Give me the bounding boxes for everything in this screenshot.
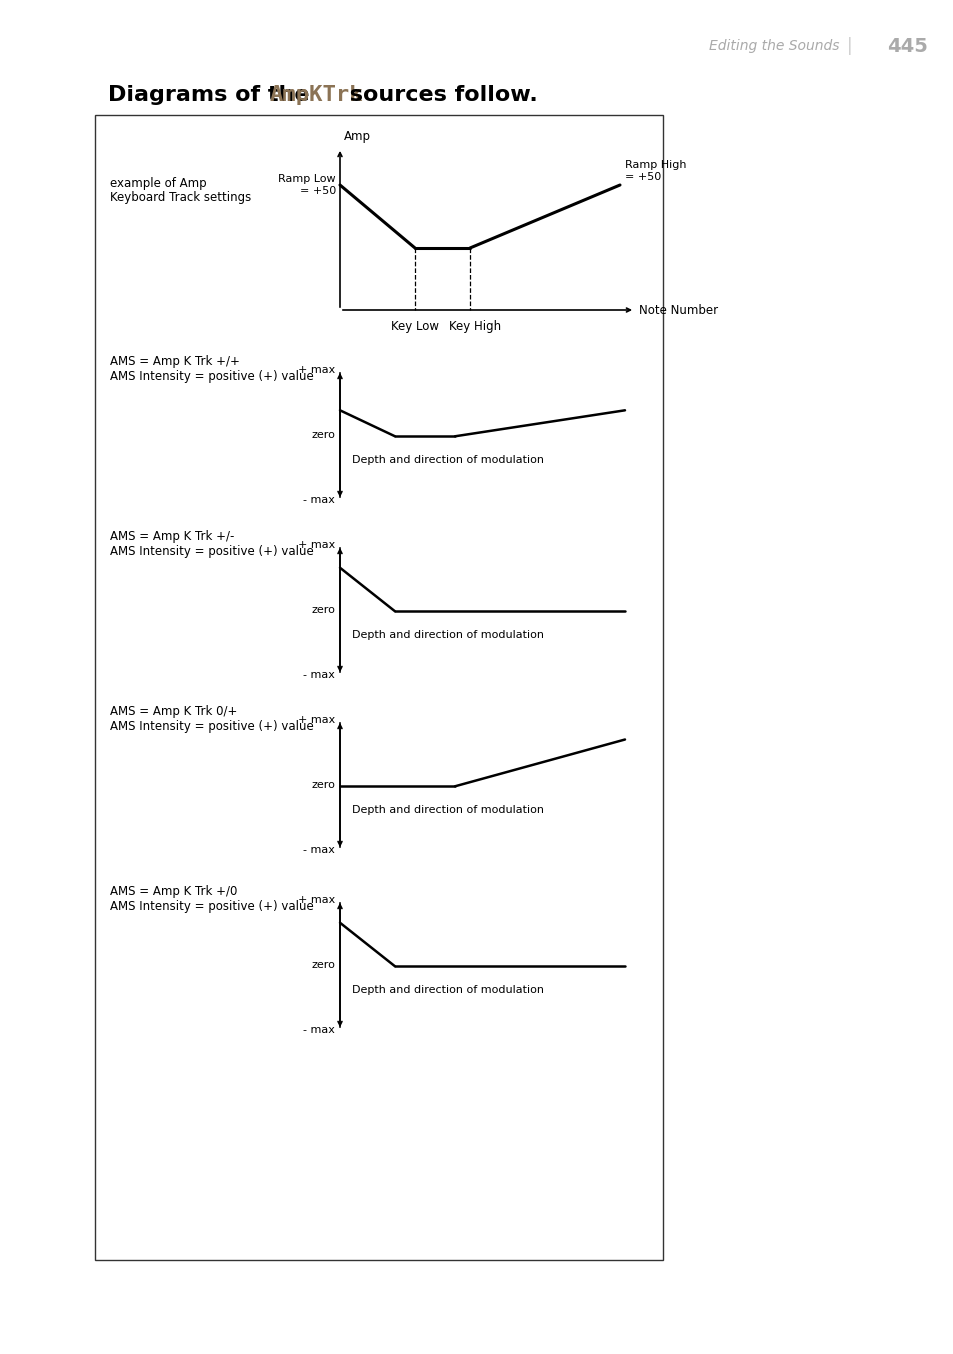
Text: zero: zero: [311, 431, 335, 440]
Text: Diagrams of the: Diagrams of the: [108, 85, 317, 106]
Text: Note Number: Note Number: [639, 303, 718, 317]
Text: + max: + max: [297, 540, 335, 550]
Text: AMS = Amp K Trk +/+: AMS = Amp K Trk +/+: [110, 355, 239, 368]
Text: zero: zero: [311, 605, 335, 615]
Text: - max: - max: [303, 1025, 335, 1034]
Text: zero: zero: [311, 780, 335, 789]
Text: Depth and direction of modulation: Depth and direction of modulation: [352, 984, 543, 995]
Text: - max: - max: [303, 670, 335, 680]
Text: Depth and direction of modulation: Depth and direction of modulation: [352, 806, 543, 815]
Text: AMS = Amp K Trk +/-: AMS = Amp K Trk +/-: [110, 529, 234, 543]
Text: AMS Intensity = positive (+) value: AMS Intensity = positive (+) value: [110, 370, 314, 383]
Bar: [95, 115, 662, 1261]
Text: Amp: Amp: [344, 130, 371, 144]
Text: Editing the Sounds: Editing the Sounds: [709, 39, 840, 53]
Text: Keyboard Track settings: Keyboard Track settings: [110, 191, 251, 203]
Text: Key Low: Key Low: [391, 320, 438, 333]
Text: AMS = Amp K Trk +/0: AMS = Amp K Trk +/0: [110, 886, 237, 898]
Text: |: |: [846, 37, 852, 56]
Text: zero: zero: [311, 960, 335, 969]
Text: AMS = Amp K Trk 0/+: AMS = Amp K Trk 0/+: [110, 705, 237, 718]
Text: Ramp High
= +50: Ramp High = +50: [624, 160, 686, 183]
Text: example of Amp: example of Amp: [110, 176, 207, 190]
Text: Ramp Low
= +50: Ramp Low = +50: [278, 173, 335, 196]
Text: AMS Intensity = positive (+) value: AMS Intensity = positive (+) value: [110, 900, 314, 913]
Text: AmpKTrk: AmpKTrk: [270, 85, 363, 106]
Text: 445: 445: [886, 37, 927, 56]
Text: Depth and direction of modulation: Depth and direction of modulation: [352, 630, 543, 640]
Text: + max: + max: [297, 715, 335, 724]
Text: + max: + max: [297, 366, 335, 375]
Text: AMS Intensity = positive (+) value: AMS Intensity = positive (+) value: [110, 546, 314, 558]
Text: Depth and direction of modulation: Depth and direction of modulation: [352, 455, 543, 464]
Text: Key High: Key High: [449, 320, 500, 333]
Text: - max: - max: [303, 845, 335, 854]
Text: + max: + max: [297, 895, 335, 904]
Text: - max: - max: [303, 496, 335, 505]
Text: AMS Intensity = positive (+) value: AMS Intensity = positive (+) value: [110, 720, 314, 733]
Text: sources follow.: sources follow.: [341, 85, 537, 106]
